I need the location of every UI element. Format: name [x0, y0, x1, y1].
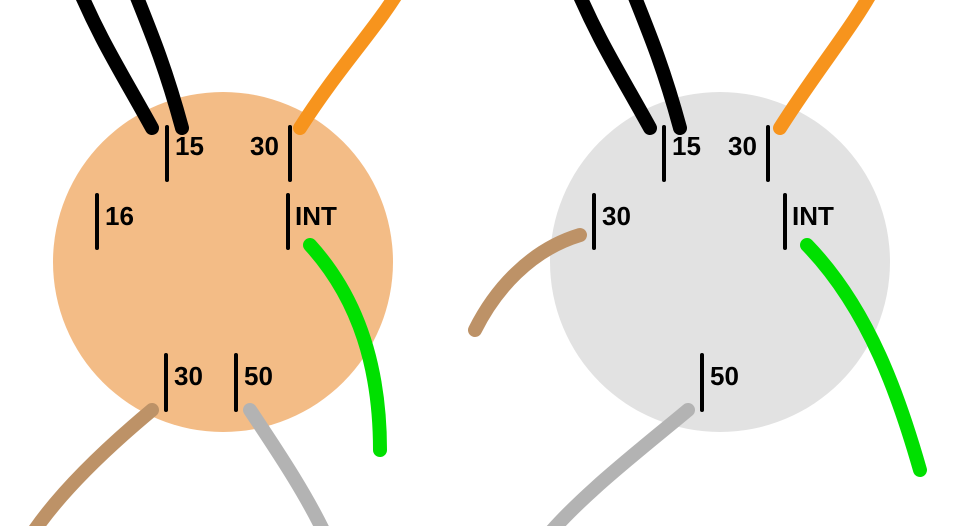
pin-label: 50 — [710, 361, 739, 391]
pin-label: 30 — [174, 361, 203, 391]
pin-label: 15 — [672, 131, 701, 161]
pin-label: 30 — [250, 131, 279, 161]
connector-body — [53, 92, 393, 432]
connector-right: 15 30 30 INT 50 — [475, 0, 920, 526]
wire-tan — [25, 410, 152, 526]
wire-orange — [780, 0, 878, 128]
pin-label: 50 — [244, 361, 273, 391]
connector-left: 15 30 16 INT 30 50 — [25, 0, 405, 526]
pin-label: INT — [295, 201, 337, 231]
wire-gray — [250, 410, 330, 526]
pin-label: 16 — [105, 201, 134, 231]
pin-label: INT — [792, 201, 834, 231]
wire-orange — [300, 0, 405, 128]
wire-gray — [540, 410, 688, 526]
pin-label: 15 — [175, 131, 204, 161]
pin-label: 30 — [728, 131, 757, 161]
pin-label: 30 — [602, 201, 631, 231]
